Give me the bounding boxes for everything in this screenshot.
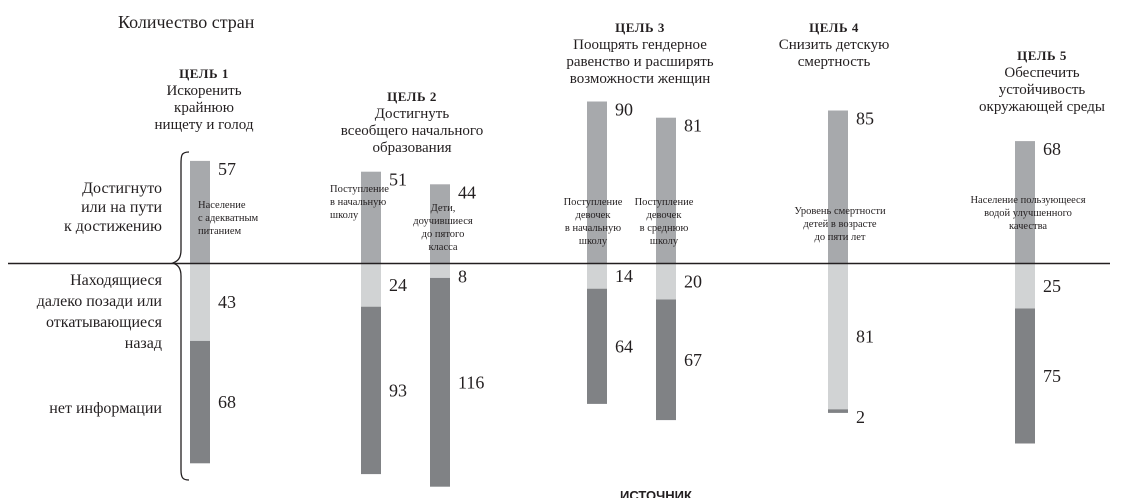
- category-label-behind: Находящиеся далеко позади или откатывающие…: [37, 272, 163, 352]
- goal-title: Снизить детскую смертность: [779, 37, 890, 70]
- category-brace: [171, 151, 190, 481]
- value-label-behind: 43: [218, 292, 236, 312]
- value-label-achieved: 81: [684, 116, 702, 136]
- bar-segment-achieved: [587, 101, 607, 264]
- bar-indicator-label: Поступление девочек в начальную школу: [564, 197, 623, 247]
- bar-segment-behind: [587, 263, 607, 289]
- bar-segment-achieved: [361, 171, 381, 264]
- bar-segment-behind: [1015, 263, 1035, 309]
- goal-number: ЦЕЛЬ 3: [615, 20, 665, 35]
- value-label-no-data: 116: [458, 372, 484, 392]
- goal-title: Обеспечить устойчивость окружающей среды: [979, 65, 1105, 115]
- bar-indicator-label: Дети, доучившиеся до пятого класса: [413, 203, 473, 253]
- bar-segment-no-data: [1015, 308, 1035, 444]
- goal-number: ЦЕЛЬ 2: [387, 89, 437, 104]
- bar-segment-no-data: [656, 299, 676, 421]
- value-label-no-data: 75: [1043, 366, 1061, 386]
- bar-segment-achieved: [828, 110, 848, 264]
- bar-indicator-label: Поступление в начальную школу: [330, 184, 389, 221]
- bar-segment-achieved: [656, 117, 676, 264]
- value-label-no-data: 67: [684, 350, 702, 370]
- goal-number: ЦЕЛЬ 1: [179, 66, 229, 81]
- value-label-behind: 24: [389, 275, 407, 295]
- value-label-achieved: 85: [856, 109, 874, 129]
- bar-segment-behind: [190, 263, 210, 341]
- bar-segment-behind: [430, 263, 450, 278]
- value-label-no-data: 64: [615, 336, 633, 356]
- bar-indicator-label: Уровень смертности детей в возрасте до пят…: [794, 206, 886, 243]
- value-label-achieved: 51: [389, 170, 407, 190]
- bar-indicator-label: Поступление девочек в среднюю школу: [635, 197, 694, 247]
- value-label-no-data: 2: [856, 407, 865, 427]
- bar-segment-achieved: [430, 184, 450, 264]
- value-labels: 57 43 68 Население с адекватным питанием 51 24 9…: [198, 100, 1086, 427]
- bar-segment-achieved: [1015, 141, 1035, 264]
- value-label-behind: 20: [684, 272, 702, 292]
- goal-title: Достигнуть всеобщего начального образовани…: [341, 106, 483, 156]
- goal-number: ЦЕЛЬ 4: [809, 20, 859, 35]
- value-label-achieved: 57: [218, 159, 236, 179]
- value-label-achieved: 90: [615, 100, 633, 120]
- value-label-behind: 8: [458, 267, 467, 287]
- bar-segment-no-data: [828, 409, 848, 413]
- category-label-no-data: нет информации: [49, 400, 162, 417]
- value-label-no-data: 93: [389, 380, 407, 400]
- bars: [190, 101, 1035, 487]
- bar-segment-behind: [361, 263, 381, 307]
- value-label-achieved: 68: [1043, 139, 1061, 159]
- bar-segment-behind: [656, 263, 676, 300]
- category-labels: Достигнуто или на пути к достижению Находящ…: [37, 180, 163, 417]
- bar-segment-no-data: [430, 277, 450, 487]
- bar-segment-no-data: [361, 306, 381, 475]
- bar-segment-no-data: [190, 340, 210, 464]
- category-label-achieved: Достигнуто или на пути к достижению: [64, 180, 162, 235]
- bar-segment-achieved: [190, 160, 210, 264]
- bar-indicator-label: Население пользующееся водой улучшенного к…: [970, 195, 1085, 232]
- value-label-behind: 81: [856, 326, 874, 346]
- bar-segment-no-data: [587, 288, 607, 404]
- goal-number: ЦЕЛЬ 5: [1017, 48, 1067, 63]
- value-label-behind: 14: [615, 266, 633, 286]
- source-label: ИСТОЧНИК: [620, 488, 692, 498]
- goal-titles: ЦЕЛЬ 1 Искоренить крайнюю нищету и голод ЦЕЛ…: [155, 20, 1105, 156]
- y-axis-title: Количество стран: [118, 12, 255, 32]
- goal-title: Искоренить крайнюю нищету и голод: [155, 83, 254, 133]
- value-label-behind: 25: [1043, 276, 1061, 296]
- bar-segment-behind: [828, 263, 848, 410]
- value-label-no-data: 68: [218, 392, 236, 412]
- goal-title: Поощрять гендерное равенство и расширять в…: [566, 37, 713, 87]
- value-label-achieved: 44: [458, 182, 476, 202]
- bar-indicator-label: Население с адекватным питанием: [198, 200, 259, 237]
